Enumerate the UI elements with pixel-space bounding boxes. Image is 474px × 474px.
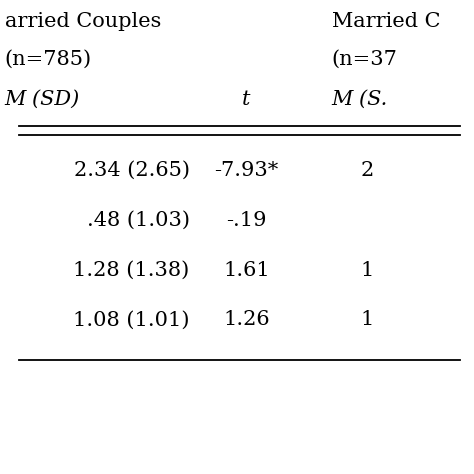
Text: 2.34 (2.65): 2.34 (2.65) [73,161,190,180]
Text: -.19: -.19 [226,211,267,230]
Text: 1.26: 1.26 [223,310,270,329]
Text: 1: 1 [360,261,374,280]
Text: (n=37: (n=37 [332,50,398,69]
Text: Married C: Married C [332,12,440,31]
Text: M (SD): M (SD) [5,90,80,109]
Text: 1.28 (1.38): 1.28 (1.38) [73,261,190,280]
Text: 1: 1 [360,310,374,329]
Text: -7.93*: -7.93* [214,161,279,180]
Text: 1.61: 1.61 [223,261,270,280]
Text: arried Couples: arried Couples [5,12,161,31]
Text: .48 (1.03): .48 (1.03) [87,211,190,230]
Text: t: t [242,90,251,109]
Text: 1.08 (1.01): 1.08 (1.01) [73,310,190,329]
Text: 2: 2 [360,161,374,180]
Text: M (S.: M (S. [332,90,388,109]
Text: (n=785): (n=785) [5,50,92,69]
